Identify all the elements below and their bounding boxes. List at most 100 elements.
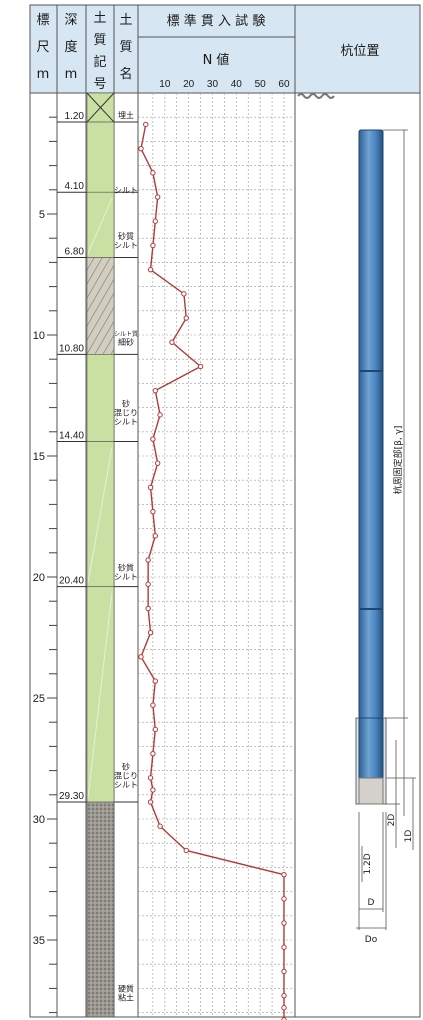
- header-char: m: [65, 67, 78, 82]
- layer-depth: 20.40: [59, 576, 84, 587]
- header-char: 名: [119, 66, 132, 82]
- layer-depth: 10.80: [59, 343, 84, 354]
- soil-layer: [86, 121, 115, 193]
- n-value-point: [152, 218, 158, 224]
- ground-surface-mark: [297, 93, 335, 99]
- n-value-point: [152, 387, 158, 394]
- header-depth-column: 深度m: [64, 13, 77, 82]
- n-value-point: [169, 339, 175, 345]
- soil-name: シルト: [114, 241, 138, 250]
- n-value-point: [150, 702, 156, 708]
- n-tick-label: 30: [207, 79, 219, 90]
- spt-n-value-plot: [138, 121, 287, 1020]
- n-value-point: [150, 170, 156, 176]
- n-tick-label: 40: [231, 79, 243, 90]
- n-value-point: [145, 581, 151, 587]
- n-value-point: [147, 775, 154, 781]
- soil-name: シルト: [114, 573, 138, 582]
- layer-depth: 29.30: [59, 791, 84, 802]
- n-value-point: [281, 944, 287, 950]
- header-char: 記: [93, 54, 106, 70]
- soil-name: シルト質: [114, 330, 138, 338]
- n-value-point: [138, 654, 144, 660]
- header-char: 深: [64, 13, 77, 28]
- n-value-point: [281, 920, 287, 926]
- bulb-zone: [358, 777, 384, 805]
- n-value-point: [154, 194, 161, 200]
- scale-label: 10: [33, 330, 45, 342]
- pile-shaft: [358, 129, 384, 719]
- soil-name: 砂: [122, 398, 130, 408]
- dim-2d: 2D: [387, 814, 397, 827]
- dim-1d: 1D: [404, 830, 414, 843]
- layer-depth: 6.80: [65, 247, 85, 258]
- n-value-point: [150, 508, 156, 515]
- n-value-point: [150, 436, 156, 442]
- n-value-point: [150, 242, 156, 249]
- soil-name: シルト: [114, 186, 138, 195]
- dim-do: Do: [365, 935, 378, 945]
- n-tick-label: 60: [278, 79, 290, 90]
- n-value-point: [147, 484, 154, 491]
- n-value-point: [145, 557, 151, 563]
- layer-depth: 4.10: [65, 181, 85, 192]
- n-value-point: [154, 460, 161, 466]
- n-value-point: [138, 145, 144, 152]
- header-char: 土: [119, 13, 132, 28]
- scale-label: 30: [33, 814, 45, 826]
- scale-label: 25: [33, 693, 45, 705]
- n-value-point: [281, 871, 287, 878]
- n-value-point: [147, 629, 154, 636]
- header-char: m: [37, 67, 50, 82]
- header-scale-column: 標尺m: [36, 13, 49, 82]
- header-soil-name-column: 土質名: [119, 13, 132, 82]
- n-value-point: [183, 315, 189, 321]
- soil-name: 混じり: [114, 408, 138, 417]
- n-value-ticks: 10 20 30 40 50 60: [159, 79, 290, 90]
- soil-name: シルト: [114, 780, 138, 789]
- n-value-point: [147, 799, 154, 805]
- spt-grid: [138, 93, 295, 1017]
- n-tick-label: 50: [255, 79, 267, 90]
- layer-depth: 1.20: [65, 111, 85, 122]
- n-value-point: [145, 605, 151, 612]
- depth-scale: 5 10 15 20 25 30 35: [33, 116, 57, 1014]
- soil-symbol-column: [86, 92, 115, 1018]
- header-char: 号: [93, 77, 106, 92]
- dim-d: D: [368, 898, 375, 908]
- n-value-point: [197, 363, 204, 370]
- header-background: [29, 4, 421, 94]
- n-tick-label: 10: [159, 79, 171, 90]
- soil-name: 砂質: [118, 231, 134, 241]
- n-value-point: [152, 726, 158, 733]
- soil-name: 砂質: [118, 563, 134, 573]
- scale-label: 5: [39, 209, 45, 221]
- soil-name: 硬質: [118, 984, 134, 994]
- soil-layer: [86, 354, 115, 442]
- n-value-point: [281, 968, 287, 975]
- header-char: 尺: [36, 40, 49, 55]
- header-char: 質: [119, 40, 132, 55]
- pile-title: 杭位置: [340, 44, 379, 59]
- n-value-point: [147, 266, 154, 273]
- n-value-point: [152, 678, 158, 684]
- n-value-point: [150, 787, 156, 793]
- scale-label: 15: [33, 451, 45, 463]
- n-value-line: [140, 124, 285, 1020]
- soil-name: 細砂: [118, 337, 134, 347]
- n-tick-label: 20: [183, 79, 195, 90]
- soil-name: 埋土: [118, 110, 134, 120]
- n-value-point: [157, 412, 163, 418]
- dim-1-2d: 1.2D: [363, 853, 373, 874]
- soil-layer: [86, 257, 115, 355]
- soil-name: 混じり: [114, 771, 138, 780]
- n-value-point: [281, 896, 287, 902]
- n-value-point: [143, 121, 149, 128]
- layer-depth: 14.40: [59, 430, 84, 441]
- pile-tip: [358, 717, 384, 779]
- soil-layer: [86, 801, 115, 1018]
- header-char: 度: [64, 39, 77, 55]
- soil-name: 砂: [122, 761, 130, 771]
